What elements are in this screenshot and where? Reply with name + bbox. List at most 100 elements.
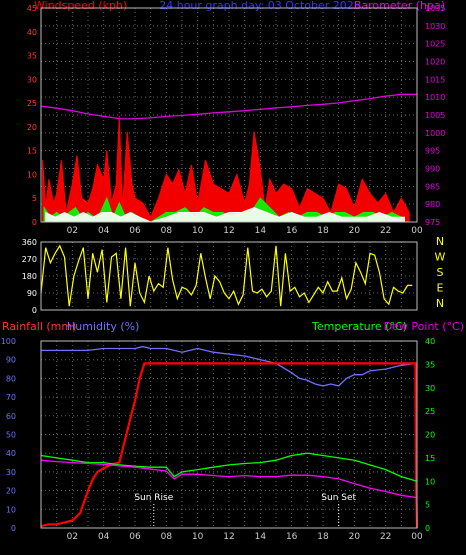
x-tick-label: 04 (98, 532, 110, 542)
x-tick-label: 00 (411, 532, 423, 542)
right-tick-label: 980 (425, 200, 440, 209)
series-temperature (40, 452, 418, 482)
series-rainfall (40, 362, 419, 529)
panel2-grid (41, 242, 417, 310)
direction-tick-label: 270 (22, 255, 37, 264)
panel3-temp-axis-title: Temperature (°C) (311, 320, 407, 333)
series-wind-average (45, 207, 405, 223)
direction-tick-label: 0 (32, 306, 37, 315)
humidity-tick-label: 70 (6, 393, 16, 402)
panel-rain-humidity-temp: Rainfall (mm) Humidity (%) Temperature (… (1, 320, 464, 542)
x-tick-label: 06 (129, 532, 141, 542)
panel3-rain-axis-title: Rainfall (mm) (2, 320, 76, 333)
right-tick-label: 1025 (425, 40, 445, 49)
temperature-tick-label: 30 (425, 384, 435, 393)
x-tick-label: 12 (223, 532, 234, 542)
panel1-left-axis-title: Windspeed (kph) (34, 0, 127, 12)
right-tick-label: 1030 (425, 22, 445, 31)
x-tick-label: 02 (67, 532, 78, 542)
humidity-tick-label: 90 (6, 356, 16, 365)
series-dew (40, 459, 418, 499)
x-tick-label: 10 (192, 226, 204, 236)
humidity-tick-label: 10 (6, 505, 16, 514)
x-tick-label: 20 (349, 226, 361, 236)
compass-label: N (436, 297, 444, 310)
panel3-humidity-axis-title: Humidity (%) (67, 320, 139, 333)
panel1-frame (40, 7, 418, 223)
x-tick-label: 08 (161, 532, 173, 542)
right-tick-label: 1000 (425, 129, 445, 138)
compass-label: W (435, 251, 446, 264)
x-tick-label: 18 (317, 532, 329, 542)
x-tick-label: 16 (286, 226, 298, 236)
x-tick-label: 10 (192, 532, 204, 542)
temperature-tick-label: 15 (425, 454, 435, 463)
panel3-series (40, 345, 419, 529)
panel3-grid (41, 341, 417, 528)
x-tick-label: 18 (317, 226, 329, 236)
left-tick-label: 35 (27, 52, 37, 61)
x-tick-label: 04 (98, 226, 110, 236)
humidity-tick-label: 80 (6, 374, 16, 383)
x-tick-label: 20 (349, 532, 361, 542)
x-tick-label: 08 (161, 226, 173, 236)
right-tick-label: 975 (425, 218, 440, 227)
panel1-left-ticks: 0 5 10 15 20 25 30 35 40 45 (27, 4, 37, 227)
temperature-tick-label: 25 (425, 407, 435, 416)
panel1-right-axis-title: Barometer (hpa) (354, 0, 445, 12)
panel1-x-ticks: 02 04 06 08 10 12 14 16 18 20 22 00 (67, 226, 423, 236)
panel3-left-ticks: 0 10 20 30 40 50 60 70 80 90 100 (1, 337, 16, 533)
x-tick-label: 22 (380, 226, 391, 236)
left-tick-label: 45 (27, 4, 37, 13)
panel3-right-ticks: 0 5 10 15 20 25 30 35 40 (425, 337, 435, 533)
humidity-tick-label: 0 (11, 524, 16, 533)
humidity-tick-label: 20 (6, 487, 16, 496)
panel3-dewpoint-axis-title: Dew Point (°C) (384, 320, 464, 333)
left-tick-label: 20 (27, 123, 37, 132)
right-tick-label: 985 (425, 182, 440, 191)
right-tick-label: 1005 (425, 111, 445, 120)
x-tick-label: 00 (411, 226, 423, 236)
panel3-frame (40, 340, 418, 529)
sun-annotation-label: Sun Rise (134, 493, 173, 503)
panel1-title: 24 hour graph day: 03 October 2025 (159, 0, 361, 12)
compass-label: N (436, 235, 444, 248)
right-tick-label: 995 (425, 147, 440, 156)
left-tick-label: 5 (32, 194, 37, 203)
x-tick-label: 12 (223, 226, 234, 236)
humidity-tick-label: 60 (6, 412, 16, 421)
right-tick-label: 990 (425, 165, 440, 174)
panel1-right-ticks: 975 980 985 990 995 1000 1005 1010 1015 1020 1025 1… (425, 4, 445, 227)
panel1-series (40, 93, 417, 223)
humidity-tick-label: 40 (6, 449, 16, 458)
series-wind-gust (42, 117, 410, 223)
x-tick-label: 14 (255, 532, 267, 542)
right-tick-label: 1010 (425, 93, 445, 102)
temperature-tick-label: 35 (425, 360, 435, 369)
x-tick-label: 14 (255, 226, 267, 236)
direction-tick-label: 360 (22, 238, 37, 247)
series-wind-direction (40, 244, 413, 307)
left-tick-label: 40 (27, 28, 37, 37)
x-tick-label: 22 (380, 532, 391, 542)
series-barometer (40, 93, 417, 120)
temperature-tick-label: 40 (425, 337, 435, 346)
humidity-tick-label: 50 (6, 431, 16, 440)
x-tick-label: 16 (286, 532, 298, 542)
temperature-tick-label: 5 (425, 501, 430, 510)
panel3-x-ticks: 02 04 06 08 10 12 14 16 18 20 22 00 (67, 532, 423, 542)
right-tick-label: 1035 (425, 4, 445, 13)
temperature-tick-label: 10 (425, 477, 435, 486)
right-tick-label: 1020 (425, 58, 445, 67)
left-tick-label: 25 (27, 99, 37, 108)
right-tick-label: 1015 (425, 75, 445, 84)
compass-label: S (437, 266, 444, 279)
x-tick-label: 02 (67, 226, 78, 236)
panel-wind-barometer: Windspeed (kph) 24 hour graph day: 03 Oc… (27, 0, 446, 236)
panel2-left-ticks: 0 90 180 270 360 (22, 238, 37, 315)
humidity-tick-label: 100 (1, 337, 16, 346)
direction-tick-label: 180 (22, 272, 37, 281)
